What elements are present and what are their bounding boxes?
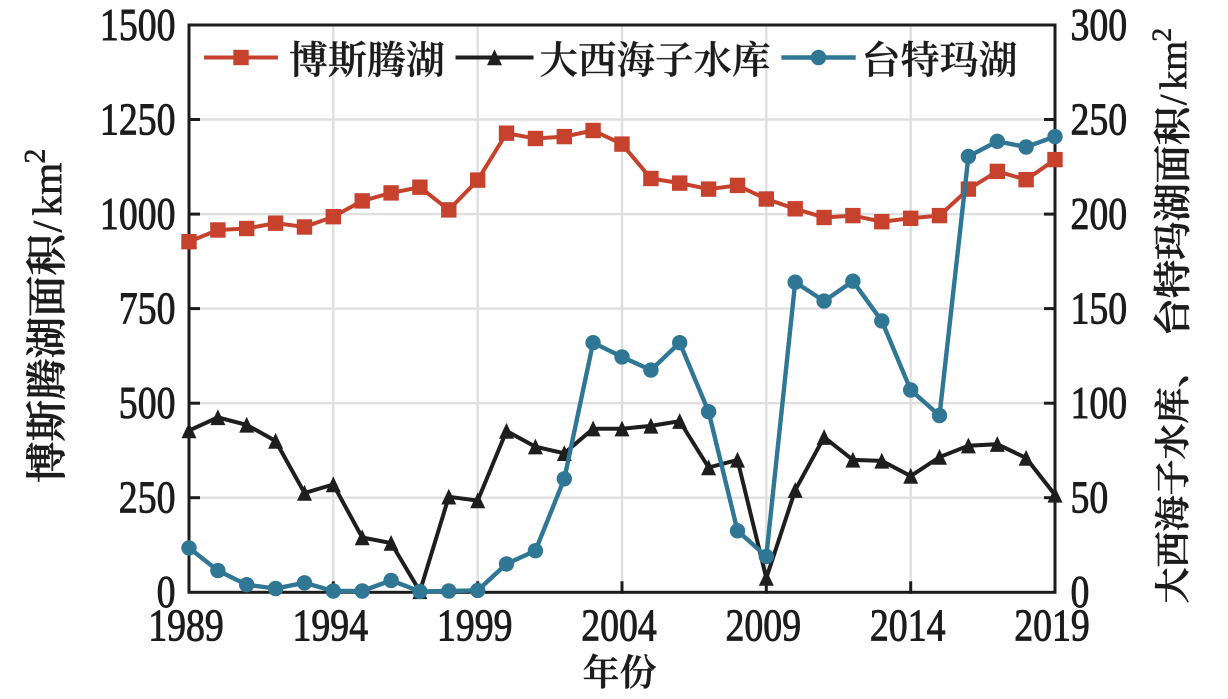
svg-text:2019: 2019 — [1014, 600, 1090, 650]
svg-text:1999: 1999 — [437, 600, 513, 650]
svg-text:500: 500 — [119, 378, 176, 428]
svg-text:150: 150 — [1071, 283, 1128, 333]
svg-text:250: 250 — [119, 473, 176, 523]
svg-text:200: 200 — [1071, 189, 1128, 239]
svg-text:2004: 2004 — [581, 600, 657, 650]
svg-text:1989: 1989 — [148, 600, 224, 650]
svg-text:1000: 1000 — [100, 189, 176, 239]
svg-text:0: 0 — [1071, 567, 1090, 617]
svg-text:2009: 2009 — [726, 600, 802, 650]
svg-text:2014: 2014 — [870, 600, 946, 650]
svg-text:1250: 1250 — [100, 94, 176, 144]
svg-text:1994: 1994 — [293, 600, 369, 650]
svg-text:250: 250 — [1071, 94, 1128, 144]
svg-text:0: 0 — [157, 567, 176, 617]
svg-text:750: 750 — [119, 283, 176, 333]
svg-text:1500: 1500 — [100, 0, 176, 50]
svg-text:300: 300 — [1071, 0, 1128, 50]
svg-text:100: 100 — [1071, 378, 1128, 428]
svg-text:50: 50 — [1071, 473, 1109, 523]
